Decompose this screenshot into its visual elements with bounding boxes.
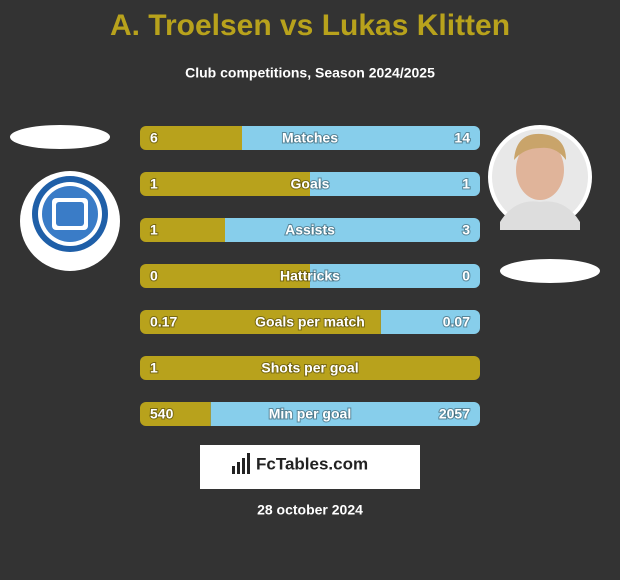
right-value: 2057 [439, 406, 470, 422]
right-value: 0.07 [443, 314, 470, 330]
bars [140, 218, 480, 242]
right-bar [225, 218, 480, 242]
stat-row: 0 0 Hattricks [140, 264, 480, 288]
stat-label: Goals per match [255, 314, 365, 330]
right-value: 1 [462, 176, 470, 192]
right-bar [380, 310, 480, 334]
left-value: 540 [150, 406, 174, 422]
left-value: 0 [150, 268, 158, 284]
brand-box: FcTables.com [200, 445, 420, 489]
bars [140, 356, 480, 380]
right-value: 14 [454, 130, 470, 146]
left-bar [140, 310, 381, 334]
left-bar [140, 126, 242, 150]
stat-row: 540 2057 Min per goal [140, 402, 480, 426]
right-bar [210, 402, 480, 426]
bars [140, 402, 480, 426]
stat-label: Shots per goal [261, 360, 358, 376]
right-bar [310, 172, 480, 196]
stat-row: 6 14 Matches [140, 126, 480, 150]
left-bar [140, 402, 211, 426]
left-bar [140, 172, 310, 196]
stat-label: Matches [282, 130, 338, 146]
subtitle: Club competitions, Season 2024/2025 [185, 65, 435, 81]
bars [140, 126, 480, 150]
stat-label: Assists [285, 222, 335, 238]
stat-row: 1 1 Goals [140, 172, 480, 196]
right-bar [242, 126, 480, 150]
stat-label: Min per goal [269, 406, 351, 422]
left-bar [140, 218, 225, 242]
left-value: 1 [150, 360, 158, 376]
left-value: 6 [150, 130, 158, 146]
stat-row: 1 Shots per goal [140, 356, 480, 380]
stat-row: 0.17 0.07 Goals per match [140, 310, 480, 334]
stat-label: Goals [291, 176, 330, 192]
date: 28 october 2024 [257, 502, 363, 518]
right-value: 0 [462, 268, 470, 284]
player-photo [488, 125, 592, 230]
bars [140, 310, 480, 334]
club-logo [20, 171, 120, 271]
stat-row: 1 3 Assists [140, 218, 480, 242]
right-value: 3 [462, 222, 470, 238]
left-value: 0.17 [150, 314, 177, 330]
bars [140, 172, 480, 196]
stat-label: Hattricks [280, 268, 340, 284]
placeholder-ellipse [10, 125, 110, 149]
left-value: 1 [150, 222, 158, 238]
left-value: 1 [150, 176, 158, 192]
rows: 6 14 Matches 1 1 Goals 1 3 Assists 0 0 Hattricks 0.1… [140, 126, 480, 426]
bars [140, 264, 480, 288]
left-bar [140, 264, 310, 288]
brand: FcTables.com [256, 454, 368, 473]
right-bar [310, 264, 480, 288]
placeholder-ellipse [500, 259, 600, 283]
left-bar [140, 356, 480, 380]
title: A. Troelsen vs Lukas Klitten [110, 9, 510, 42]
